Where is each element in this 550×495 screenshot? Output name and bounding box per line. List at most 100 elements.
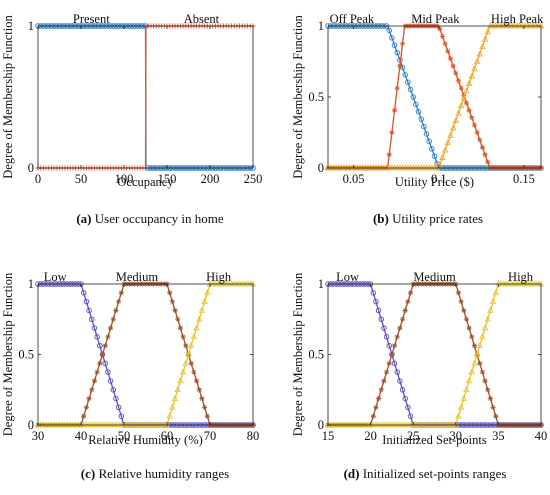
- series-1-marker: [94, 369, 100, 375]
- series-2-marker: [471, 359, 478, 366]
- y-tick-label: 0.5: [308, 348, 324, 362]
- series-1-marker: [191, 369, 197, 375]
- series-2-marker: [471, 65, 478, 72]
- series-1-marker: [196, 387, 202, 393]
- series-0-marker: [407, 86, 414, 93]
- series-2-marker: [193, 324, 200, 331]
- caption-a-letter: (a): [76, 211, 92, 226]
- caption-c-letter: (c): [80, 466, 96, 481]
- series-1-marker: [485, 387, 491, 393]
- series-2-marker: [171, 394, 179, 401]
- series-2-marker: [447, 131, 454, 138]
- series-1-marker: [175, 316, 181, 322]
- series-1-marker: [466, 107, 472, 113]
- x-axis-label: Utility Price ($): [395, 175, 474, 189]
- y-axis-label: Degree of Membership Function: [291, 272, 305, 436]
- series-1-marker: [386, 360, 392, 366]
- x-tick-label: 80: [247, 429, 260, 443]
- annotation-label: Medium: [413, 270, 456, 284]
- series-1-marker: [439, 33, 446, 39]
- y-tick-label: 1: [318, 277, 324, 291]
- series-0-marker: [113, 395, 119, 402]
- series-1-marker: [477, 137, 483, 143]
- series-1-marker: [469, 115, 475, 121]
- series-1-marker: [407, 290, 414, 296]
- series-2-marker: [452, 117, 460, 123]
- series-0-marker: [413, 101, 419, 108]
- series-2-marker: [473, 350, 481, 357]
- x-tick-label: 200: [201, 172, 220, 186]
- y-axis-label: Degree of Membership Function: [1, 272, 15, 436]
- series-1-marker: [177, 325, 184, 331]
- series-0-marker: [405, 404, 411, 411]
- series-2-marker: [468, 72, 476, 79]
- x-tick-label: 15: [322, 429, 335, 443]
- series-1-marker: [202, 404, 208, 410]
- series-2-line: [328, 25, 541, 169]
- y-axis-label: Degree of Membership Function: [291, 15, 305, 179]
- caption-c-text: Relative humidity ranges: [95, 466, 230, 481]
- series-2-marker: [201, 297, 208, 304]
- y-tick-label: 0: [28, 161, 34, 175]
- series-1-marker: [437, 26, 443, 32]
- series-1-marker: [394, 85, 400, 91]
- series-2-marker: [473, 57, 481, 64]
- axes-frame: [327, 283, 542, 426]
- series-1-marker: [386, 152, 392, 158]
- series-1-marker: [193, 378, 200, 384]
- plot-area: [324, 22, 545, 171]
- y-tick-label: 0.5: [18, 348, 34, 362]
- series-2-marker: [452, 421, 460, 428]
- series-2-marker: [204, 289, 211, 296]
- series-2-marker: [187, 342, 195, 348]
- series-2-marker: [460, 394, 468, 401]
- series-1-marker: [110, 316, 116, 322]
- series-1-marker: [399, 41, 406, 47]
- chart-panel-b: 0.05 0.1 0.15 0 0.5 1 Utility Price ($) Degree …: [291, 12, 545, 189]
- series-1-marker: [389, 129, 395, 136]
- series-2-marker: [489, 297, 497, 304]
- x-tick-label: 20: [364, 429, 377, 443]
- series-0-marker: [394, 49, 400, 56]
- y-tick-label: 0: [28, 418, 34, 432]
- series-1-marker: [493, 413, 499, 419]
- series-1-marker: [118, 290, 124, 296]
- caption-b-text: Utility price rates: [388, 211, 484, 226]
- series-1-marker: [105, 334, 111, 340]
- series-1-marker: [397, 325, 403, 331]
- series-2-marker: [185, 350, 192, 357]
- series-2-marker: [182, 359, 190, 366]
- series-0-marker: [389, 35, 395, 41]
- caption-d: (d) Initialized set-points ranges: [300, 466, 550, 482]
- series-1-marker: [89, 387, 95, 393]
- plot-area: [35, 23, 256, 171]
- annotation-label: Absent: [184, 12, 220, 26]
- series-2-marker: [169, 403, 176, 410]
- axes-frame: [37, 283, 254, 426]
- series-0-marker: [426, 138, 432, 145]
- series-1-marker: [463, 316, 470, 322]
- caption-d-letter: (d): [343, 466, 360, 481]
- series-1-marker: [107, 325, 114, 331]
- series-1-marker: [391, 343, 398, 349]
- series-1-marker: [402, 307, 408, 314]
- series-1-marker: [378, 387, 384, 393]
- series-1-marker: [479, 369, 486, 375]
- x-tick-label: 70: [204, 429, 217, 443]
- series-2-marker: [439, 154, 446, 160]
- series-0-marker: [418, 116, 424, 122]
- series-1-marker: [169, 299, 175, 305]
- series-1-marker: [453, 70, 459, 76]
- series-2-marker: [190, 333, 198, 340]
- series-2-marker: [468, 368, 476, 375]
- series-2-marker: [487, 306, 494, 313]
- series-1-marker: [99, 351, 106, 358]
- series-0-marker: [373, 298, 379, 305]
- series-1-marker: [463, 100, 470, 106]
- series-2-marker: [481, 35, 489, 42]
- series-0-marker: [375, 307, 382, 314]
- series-2-line: [328, 283, 541, 426]
- annotation-label: Present: [73, 12, 110, 26]
- y-axis-label: Degree of Membership Function: [1, 15, 15, 179]
